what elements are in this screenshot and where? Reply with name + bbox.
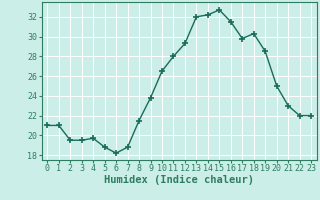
X-axis label: Humidex (Indice chaleur): Humidex (Indice chaleur) (104, 175, 254, 185)
